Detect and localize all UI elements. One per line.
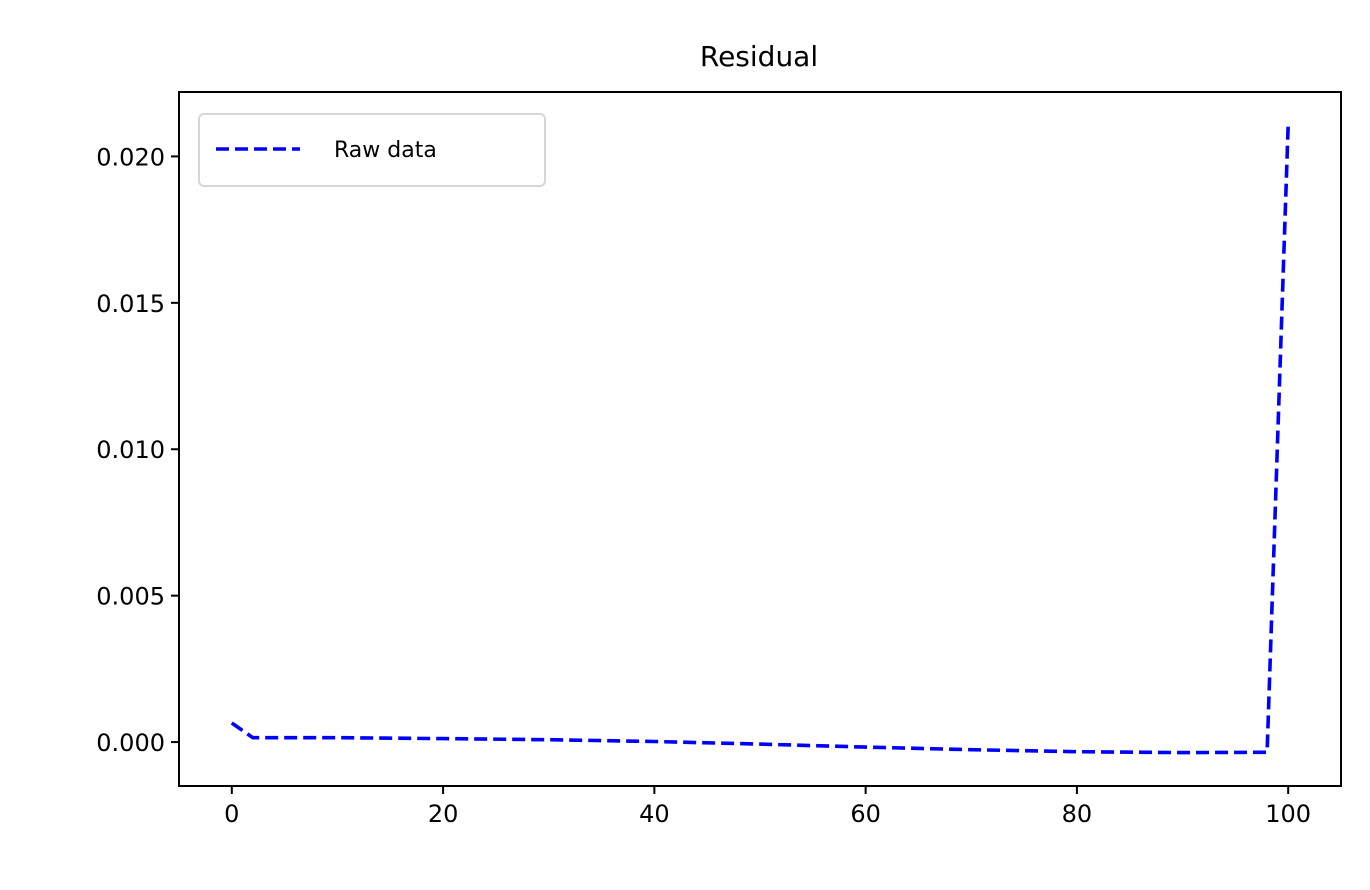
y-tick-label: 0.010	[96, 436, 165, 464]
legend: Raw data	[198, 113, 546, 187]
x-tick-label: 40	[639, 800, 670, 828]
legend-box	[198, 113, 546, 187]
x-tick-label: 100	[1265, 800, 1311, 828]
y-tick-label: 0.000	[96, 729, 165, 757]
y-tick-label: 0.020	[96, 143, 165, 171]
plot-frame	[178, 91, 1342, 787]
y-tick-label: 0.015	[96, 290, 165, 318]
x-tick-label: 60	[850, 800, 881, 828]
y-tick-label: 0.005	[96, 583, 165, 611]
x-tick-label: 80	[1062, 800, 1093, 828]
x-tick-label: 20	[428, 800, 459, 828]
chart-title: Residual	[700, 40, 818, 73]
legend-label: Raw data	[334, 138, 437, 163]
series-line-0	[230, 124, 1290, 755]
x-tick-label: 0	[224, 800, 239, 828]
